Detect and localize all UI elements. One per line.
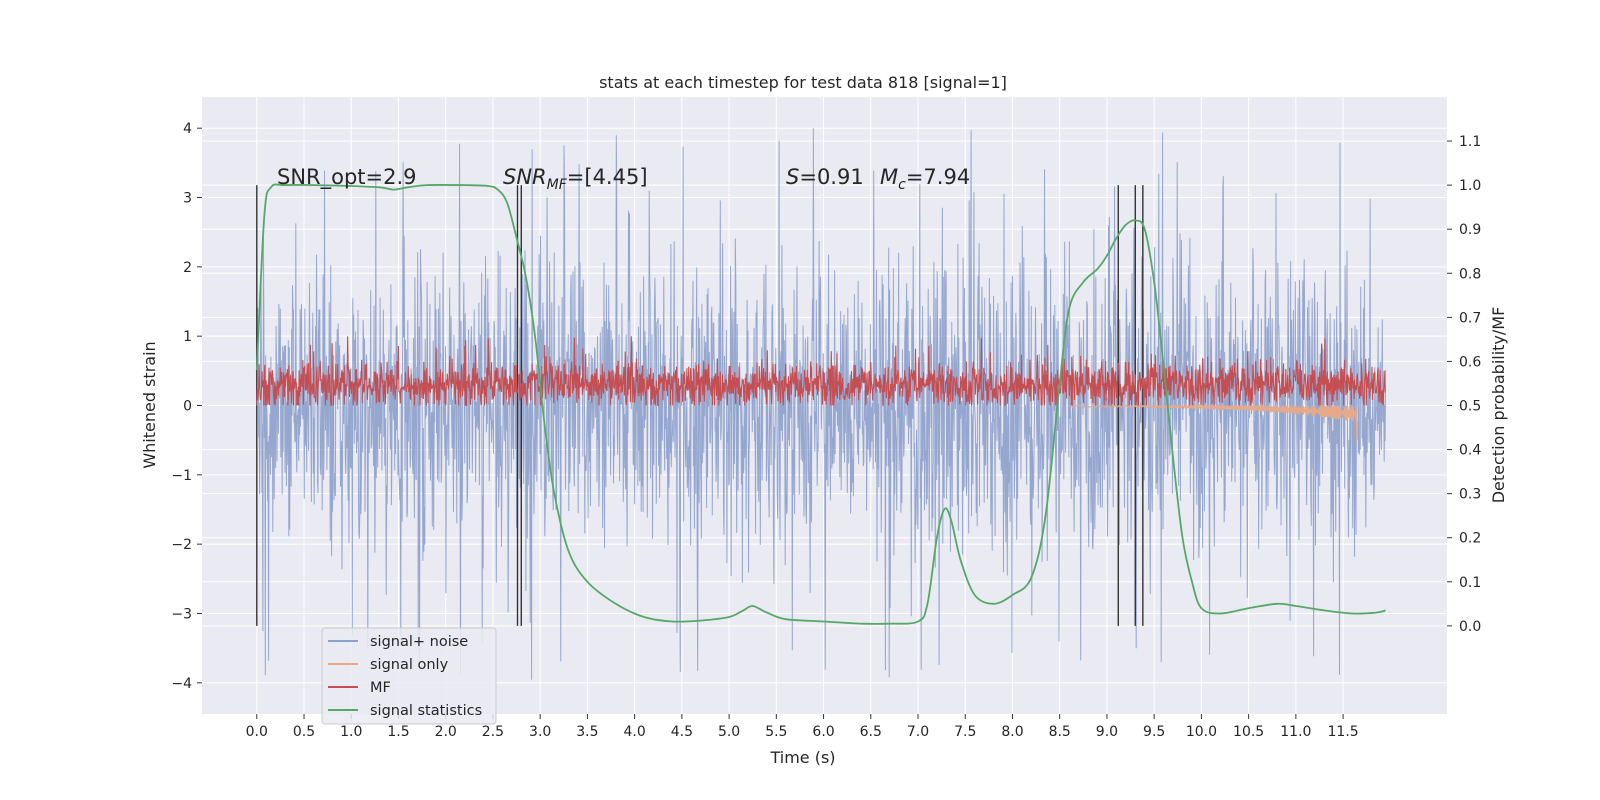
legend-label-signal-only: signal only	[370, 657, 449, 673]
series-signal-only	[1069, 403, 1358, 441]
y-tick-label: −1	[171, 468, 192, 484]
x-tick-label: 9.5	[1143, 724, 1165, 740]
y2-tick-label: 0.7	[1459, 310, 1481, 326]
x-tick-label: 0.0	[246, 724, 268, 740]
plot-area	[202, 97, 1447, 714]
y-tick-label: 3	[183, 191, 192, 207]
y2-tick-label: 0.3	[1459, 487, 1481, 503]
x-tick-label: 2.0	[435, 724, 457, 740]
s-annotation: S=0.91	[786, 165, 864, 189]
mc-subscript: c	[898, 177, 906, 193]
series-mf	[256, 336, 1387, 407]
y2-axis-ticks: 1.1 1.0 0.9 0.8 0.7 0.6 0.5 0.4 0.3 0.2 0.1 0.0	[1447, 134, 1481, 635]
legend-label-signal-statistics: signal statistics	[370, 703, 482, 719]
x-tick-label: 11.5	[1328, 724, 1359, 740]
y-tick-label: 2	[183, 260, 192, 276]
x-tick-label: 5.0	[718, 724, 740, 740]
chart-title: stats at each timestep for test data 818…	[599, 73, 1007, 92]
x-tick-label: 10.5	[1233, 724, 1264, 740]
x-tick-label: 1.5	[387, 724, 409, 740]
x-tick-label: 7.5	[954, 724, 976, 740]
x-axis-label: Time (s)	[769, 748, 835, 767]
y2-tick-label: 0.0	[1459, 619, 1481, 635]
y2-tick-label: 0.9	[1459, 222, 1481, 238]
annotations: SNR_opt=2.9 SNRMF=[4.45] S=0.91 Mc=7.94	[277, 165, 970, 193]
snr-mf-value: =[4.45]	[567, 165, 648, 189]
x-tick-label: 8.0	[1001, 724, 1023, 740]
y-tick-label: −3	[171, 606, 192, 622]
x-tick-label: 9.0	[1096, 724, 1118, 740]
x-tick-label: 6.5	[860, 724, 882, 740]
x-tick-label: 3.5	[576, 724, 598, 740]
s-var: S	[786, 165, 799, 189]
x-tick-label: 1.0	[340, 724, 362, 740]
y-axis-label: Whitened strain	[140, 341, 159, 468]
legend: signal+ noise signal only MF signal stat…	[321, 627, 497, 725]
mc-var: M	[880, 165, 898, 189]
x-tick-label: 5.5	[765, 724, 787, 740]
x-tick-label: 0.5	[293, 724, 315, 740]
s-value: =0.91	[799, 165, 863, 189]
snr-mf-var: SNR	[503, 165, 547, 189]
series-signal-statistics	[255, 183, 1386, 625]
y2-tick-label: 0.5	[1459, 399, 1481, 415]
legend-label-mf: MF	[370, 680, 391, 696]
mc-value: =7.94	[906, 165, 970, 189]
legend-label-signal-noise: signal+ noise	[370, 634, 468, 650]
y2-tick-label: 1.1	[1459, 134, 1481, 150]
y-tick-label: −2	[171, 537, 192, 553]
y2-tick-label: 0.8	[1459, 266, 1481, 282]
y2-tick-label: 0.6	[1459, 354, 1481, 370]
y2-tick-label: 0.1	[1459, 575, 1481, 591]
y-tick-label: −4	[171, 676, 192, 692]
x-tick-label: 7.0	[907, 724, 929, 740]
legend-box	[321, 627, 497, 725]
snr-mf-annotation: SNRMF=[4.45]	[503, 165, 648, 193]
x-axis-ticks: 0.0 0.5 1.0 1.5 2.0 2.5 3.0 3.5 4.0 4.5 5.0 5.5 6.0 6…	[246, 714, 1359, 740]
snr-mf-subscript: MF	[547, 177, 568, 193]
y-axis-ticks: 4 3 2 1 0 −1 −2 −3 −4	[171, 121, 202, 692]
y2-tick-label: 0.4	[1459, 443, 1481, 459]
x-tick-label: 4.0	[623, 724, 645, 740]
y-tick-label: 1	[183, 329, 192, 345]
x-tick-label: 10.0	[1186, 724, 1217, 740]
snr-opt-annotation: SNR_opt=2.9	[277, 165, 417, 190]
y2-axis-label: Detection probability/MF	[1489, 307, 1508, 504]
y2-tick-label: 1.0	[1459, 178, 1481, 194]
x-tick-label: 4.5	[671, 724, 693, 740]
y-tick-label: 0	[183, 399, 192, 415]
x-tick-label: 11.0	[1280, 724, 1311, 740]
y2-tick-label: 0.2	[1459, 531, 1481, 547]
x-tick-label: 2.5	[482, 724, 504, 740]
mc-annotation: Mc=7.94	[880, 165, 970, 193]
x-tick-label: 6.0	[812, 724, 834, 740]
x-tick-label: 8.5	[1049, 724, 1071, 740]
x-tick-label: 3.0	[529, 724, 551, 740]
y-tick-label: 4	[183, 121, 192, 137]
